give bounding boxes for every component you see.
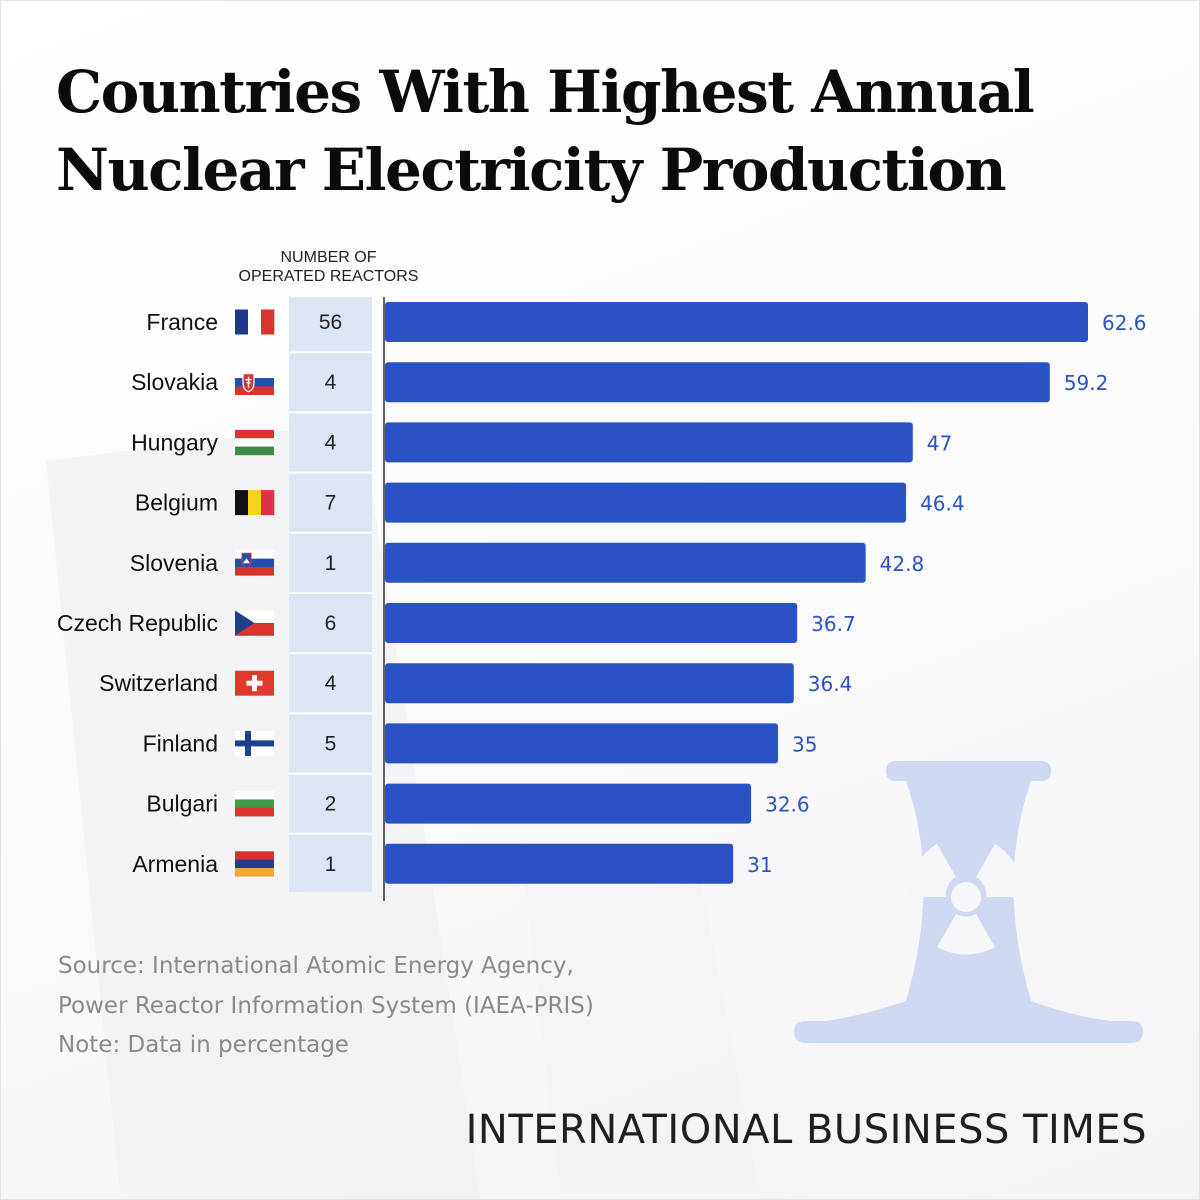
hungary-flag-icon (235, 429, 274, 456)
value-label: 46.4 (920, 492, 965, 516)
country-label: Finland (143, 730, 218, 756)
bar (385, 723, 779, 764)
armenia-flag-icon (235, 851, 274, 877)
column-header-line-1: NUMBER OF (280, 249, 377, 266)
bar (385, 482, 907, 523)
country-label: Belgium (135, 490, 218, 516)
title-line-1: Countries With Highest Annual (56, 58, 1035, 126)
column-header-line-2: OPERATED REACTORS (238, 268, 419, 285)
reactor-count: 5 (325, 732, 337, 755)
belgium-flag-icon (235, 490, 275, 516)
bulgaria-flag-icon (235, 791, 274, 817)
value-label: 62.6 (1102, 311, 1147, 335)
france-flag-icon (235, 309, 275, 335)
value-label: 59.2 (1064, 371, 1109, 395)
publisher-logo: INTERNATIONAL BUSINESS TIMES (465, 1107, 1147, 1153)
reactor-column-header: NUMBER OF OPERATED REACTORS (226, 248, 431, 286)
bar (385, 603, 798, 643)
reactor-count: 6 (325, 612, 337, 635)
reactor-column (289, 297, 372, 892)
country-label: Armenia (132, 851, 218, 877)
country-label: Czech Republic (57, 610, 218, 636)
reactor-count: 7 (325, 492, 337, 515)
title-line-2: Nuclear Electricity Production (56, 136, 1007, 204)
value-label: 42.8 (880, 552, 925, 576)
value-label: 35 (792, 732, 817, 756)
bar (385, 302, 1088, 342)
source-line-1: Source: International Atomic Energy Agen… (58, 953, 574, 979)
slovakia-flag-icon (235, 369, 274, 395)
value-label: 32.6 (765, 793, 810, 817)
country-label: Switzerland (99, 670, 218, 696)
switzerland-flag-icon (235, 670, 274, 696)
reactor-count: 4 (325, 371, 337, 394)
bar (385, 843, 734, 884)
reactor-count: 56 (319, 311, 342, 334)
value-label: 47 (927, 431, 952, 455)
reactor-count: 4 (325, 431, 337, 454)
note-line: Note: Data in percentage (58, 1032, 349, 1058)
country-label: Bulgari (146, 791, 218, 817)
reactor-count: 1 (325, 853, 337, 876)
value-label: 36.4 (808, 672, 853, 696)
reactor-count: 2 (325, 793, 337, 816)
reactor-count: 1 (325, 552, 337, 575)
finland-flag-icon (235, 730, 274, 756)
reactor-count: 4 (325, 672, 337, 695)
bar (385, 663, 794, 704)
value-label: 31 (747, 853, 772, 877)
country-label: France (146, 309, 218, 335)
bar (385, 362, 1050, 403)
country-label: Slovenia (130, 550, 218, 576)
source-note: Source: International Atomic Energy Agen… (58, 947, 594, 1066)
chart-title: Countries With Highest Annual Nuclear El… (56, 53, 1156, 209)
value-label: 36.7 (811, 612, 856, 636)
country-label: Hungary (131, 429, 218, 455)
country-label: Slovakia (131, 369, 218, 395)
czech-republic-flag-icon (235, 610, 274, 636)
bar (385, 783, 752, 824)
slovenia-flag-icon (235, 550, 274, 576)
bar (385, 542, 866, 583)
source-line-2: Power Reactor Information System (IAEA-P… (58, 992, 594, 1019)
bar (385, 422, 913, 463)
